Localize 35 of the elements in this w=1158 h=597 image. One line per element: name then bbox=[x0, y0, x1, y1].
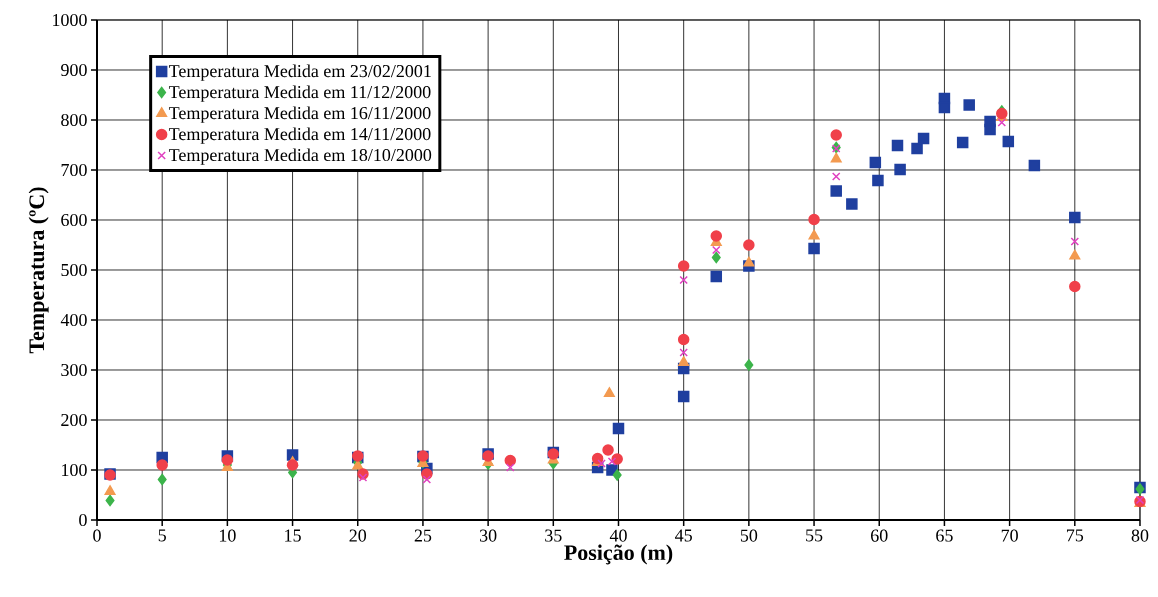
x-tick-label: 5 bbox=[158, 529, 166, 542]
legend-label: Temperatura Medida em 14/11/2000 bbox=[168, 127, 431, 144]
x-tick-label: 20 bbox=[349, 529, 367, 542]
x-tick-label: 75 bbox=[1066, 529, 1084, 542]
y-tick-label: 600 bbox=[61, 213, 87, 227]
y-tick-label: 1000 bbox=[53, 13, 87, 27]
y-tick-label: 900 bbox=[61, 63, 87, 77]
x-tick-label: 60 bbox=[871, 529, 888, 542]
x-tick-label: 25 bbox=[414, 529, 432, 542]
x-tick-label: 40 bbox=[609, 529, 627, 542]
legend-label: Temperatura Medida em 16/11/2000 bbox=[168, 106, 431, 123]
legend-label: Temperatura Medida em 11/12/2000 bbox=[168, 85, 431, 102]
x-tick-label: 30 bbox=[479, 529, 497, 542]
x-tick-label: 50 bbox=[740, 529, 758, 542]
y-tick-label: 800 bbox=[61, 113, 87, 127]
x-tick-label: 65 bbox=[936, 529, 953, 542]
x-tick-label: 45 bbox=[675, 529, 692, 542]
y-tick-label: 100 bbox=[62, 463, 87, 477]
y-tick-label: 200 bbox=[61, 413, 87, 427]
x-tick-label: 70 bbox=[1001, 529, 1018, 542]
y-tick-label: 400 bbox=[60, 313, 87, 327]
x-axis-title: Posição (m) bbox=[564, 544, 673, 565]
legend-label: Temperatura Medida em 23/02/2001 bbox=[168, 64, 431, 81]
x-tick-label: 15 bbox=[285, 529, 301, 542]
x-tick-label: 35 bbox=[545, 529, 562, 542]
y-tick-label: 500 bbox=[61, 263, 87, 277]
legend-label: Temperatura Medida em 18/10/2000 bbox=[168, 148, 432, 165]
y-tick-label: 700 bbox=[61, 163, 87, 177]
y-tick-label: 0 bbox=[79, 513, 87, 527]
y-axis-title: Temperatura (ºC) bbox=[28, 187, 49, 354]
y-tick-label: 300 bbox=[61, 363, 87, 377]
x-tick-label: 55 bbox=[806, 529, 823, 542]
x-tick-label: 0 bbox=[93, 529, 101, 542]
x-tick-label: 80 bbox=[1131, 529, 1149, 542]
x-tick-label: 10 bbox=[219, 529, 236, 542]
